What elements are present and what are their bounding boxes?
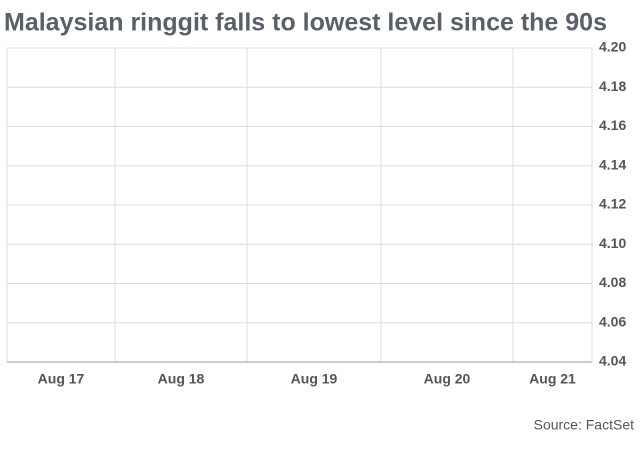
y-tick-label: 4.14 <box>599 156 626 172</box>
y-tick-label: 4.16 <box>599 117 626 133</box>
chart-title: Malaysian ringgit falls to lowest level … <box>4 9 607 37</box>
y-tick-label: 4.18 <box>599 78 626 94</box>
y-tick-label: 4.12 <box>599 196 626 212</box>
x-tick-label: Aug 17 <box>38 371 85 387</box>
y-tick-label: 4.04 <box>599 353 626 369</box>
y-tick-label: 4.08 <box>599 274 626 290</box>
x-tick-label: Aug 18 <box>158 371 205 387</box>
y-tick-label: 4.20 <box>599 39 626 55</box>
source: Source: FactSet <box>534 417 634 433</box>
y-tick-label: 4.06 <box>599 313 626 329</box>
y-tick-label: 4.10 <box>599 235 626 251</box>
x-tick-label: Aug 20 <box>424 371 471 387</box>
x-tick-label: Aug 19 <box>291 371 338 387</box>
x-tick-label: Aug 21 <box>529 371 576 387</box>
